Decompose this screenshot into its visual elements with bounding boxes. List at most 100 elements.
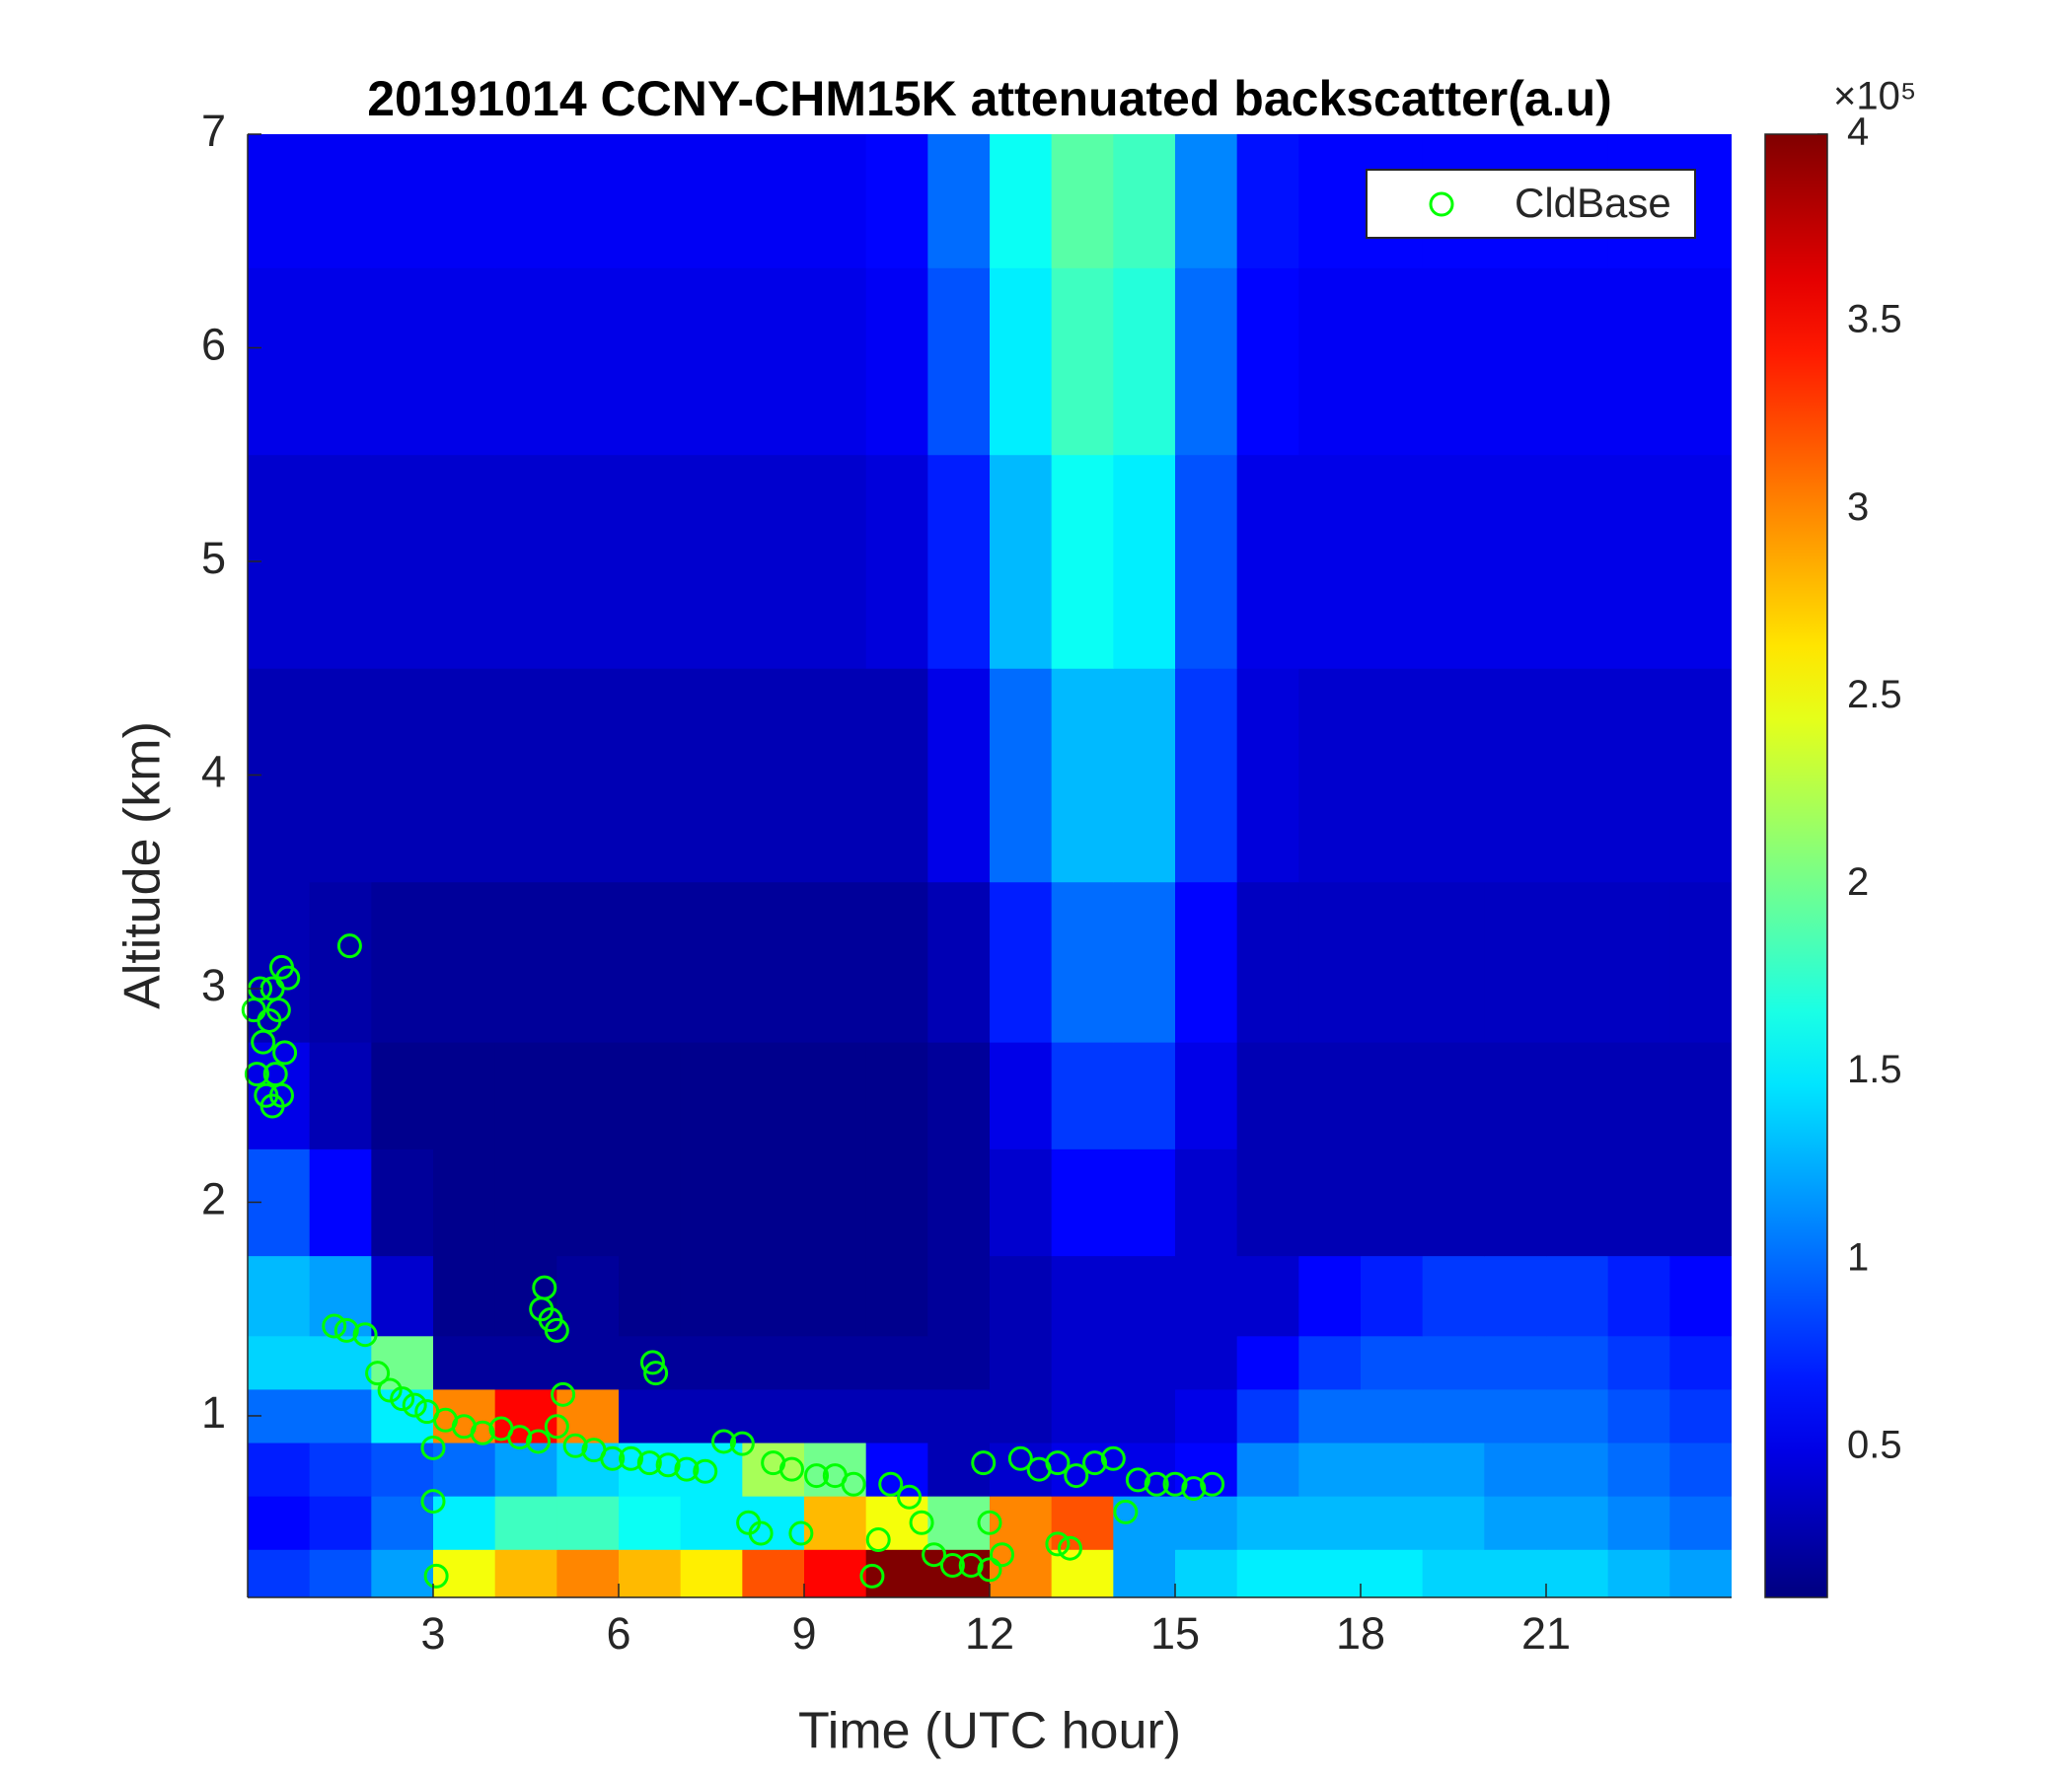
heat-cell <box>1669 454 1732 669</box>
x-tick-label: 15 <box>1150 1608 1200 1659</box>
x-tick-label: 12 <box>965 1608 1014 1659</box>
heat-cell <box>804 454 867 669</box>
y-axis-label: Altitude (km) <box>114 721 172 1009</box>
heat-cell <box>619 267 682 456</box>
heat-cell <box>433 1549 496 1597</box>
heat-cell <box>371 1255 434 1337</box>
cloud-base-point <box>841 1471 866 1497</box>
colorbar-tick-label: 1 <box>1847 1235 1869 1279</box>
heat-cell <box>680 134 743 268</box>
heat-cell <box>1298 267 1362 456</box>
heat-cell <box>1236 1148 1299 1257</box>
heat-cell <box>804 267 867 456</box>
cloud-base-point <box>804 1463 830 1489</box>
heat-cell <box>619 454 682 669</box>
heat-cell <box>1607 1148 1670 1257</box>
heat-cell <box>1175 881 1238 1043</box>
heat-cell <box>1669 1443 1732 1497</box>
y-tick-label: 6 <box>201 319 226 369</box>
heat-cell <box>1236 1496 1299 1550</box>
heat-cell <box>1607 1335 1670 1390</box>
heat-cell <box>1422 1255 1485 1337</box>
heat-cell <box>1422 454 1485 669</box>
heat-cell <box>1175 1042 1238 1149</box>
heat-cell <box>494 1148 557 1257</box>
heat-cell <box>1361 668 1424 883</box>
cloud-base-point <box>1200 1471 1225 1497</box>
heat-cell <box>680 1148 743 1257</box>
heat-cell <box>1546 1549 1609 1597</box>
cloud-base-point <box>909 1510 934 1535</box>
heat-cell <box>1422 881 1485 1043</box>
heat-cell <box>309 881 372 1043</box>
heat-cell <box>990 267 1053 456</box>
cloud-base-point <box>1082 1450 1108 1476</box>
heat-cell <box>680 668 743 883</box>
heat-cell <box>433 668 496 883</box>
heat-cell <box>1298 881 1362 1043</box>
cloud-base-point <box>977 1510 1002 1535</box>
cloud-base-point <box>377 1377 403 1403</box>
heat-cell <box>1113 267 1176 456</box>
heat-cell <box>1236 267 1299 456</box>
heat-cell <box>1298 1496 1362 1550</box>
cloud-base-point <box>551 1381 576 1407</box>
heat-cell <box>1422 1148 1485 1257</box>
heat-cell <box>1669 1388 1732 1443</box>
heat-cell <box>1607 1042 1670 1149</box>
heat-cell <box>927 1496 991 1550</box>
cloud-base-point <box>990 1542 1015 1568</box>
heat-cell <box>1361 267 1424 456</box>
heat-cell <box>1361 1255 1424 1337</box>
heat-cell <box>1484 1148 1547 1257</box>
cloud-base-point <box>958 1553 984 1579</box>
heat-cell <box>1484 668 1547 883</box>
heat-cell <box>248 134 311 268</box>
x-tick-label: 9 <box>791 1608 816 1659</box>
heat-cell <box>1607 1496 1670 1550</box>
heat-cell <box>680 267 743 456</box>
cloud-base-point <box>1100 1445 1126 1471</box>
heat-cell <box>927 1255 991 1337</box>
heat-cell <box>1484 1443 1547 1497</box>
heat-cell <box>1546 881 1609 1043</box>
cloud-base-point <box>390 1386 415 1412</box>
heat-cell <box>680 1496 743 1550</box>
heat-cell <box>1298 668 1362 883</box>
heat-cell <box>1607 1549 1670 1597</box>
heat-cell <box>1422 1042 1485 1149</box>
cloud-base-point <box>336 933 362 959</box>
cloud-base-point <box>711 1429 737 1454</box>
heat-cell <box>1607 1255 1670 1337</box>
heat-cell <box>804 1148 867 1257</box>
heat-cell <box>1236 668 1299 883</box>
cloud-base-point <box>1007 1445 1033 1471</box>
heat-cell <box>1175 668 1238 883</box>
heat-cell <box>1236 1042 1299 1149</box>
cloud-base-point <box>532 1275 557 1300</box>
heat-cell <box>248 1335 311 1390</box>
heat-cell <box>1236 1443 1299 1497</box>
heat-cell <box>1051 881 1114 1043</box>
heat-cell <box>1051 454 1114 669</box>
heat-cell <box>1361 1148 1424 1257</box>
heat-cell <box>742 1148 805 1257</box>
heat-cell <box>804 1335 867 1390</box>
y-tick-label: 7 <box>201 106 226 156</box>
heat-cell <box>433 134 496 268</box>
heat-cell <box>1175 267 1238 456</box>
heat-cell <box>1546 1148 1609 1257</box>
heat-cell <box>1051 1335 1114 1390</box>
heat-cell <box>1298 1549 1362 1597</box>
cloud-base-point <box>275 965 301 991</box>
heat-cell <box>1051 1549 1114 1597</box>
heat-cell <box>1669 1549 1732 1597</box>
cloud-base-point <box>244 1062 269 1087</box>
heat-cell <box>927 1042 991 1149</box>
cloud-base-point <box>420 1435 446 1460</box>
heat-cell <box>1361 881 1424 1043</box>
heat-cell <box>1113 1335 1176 1390</box>
cloud-base-point <box>333 1317 359 1343</box>
heat-cell <box>1236 134 1299 268</box>
